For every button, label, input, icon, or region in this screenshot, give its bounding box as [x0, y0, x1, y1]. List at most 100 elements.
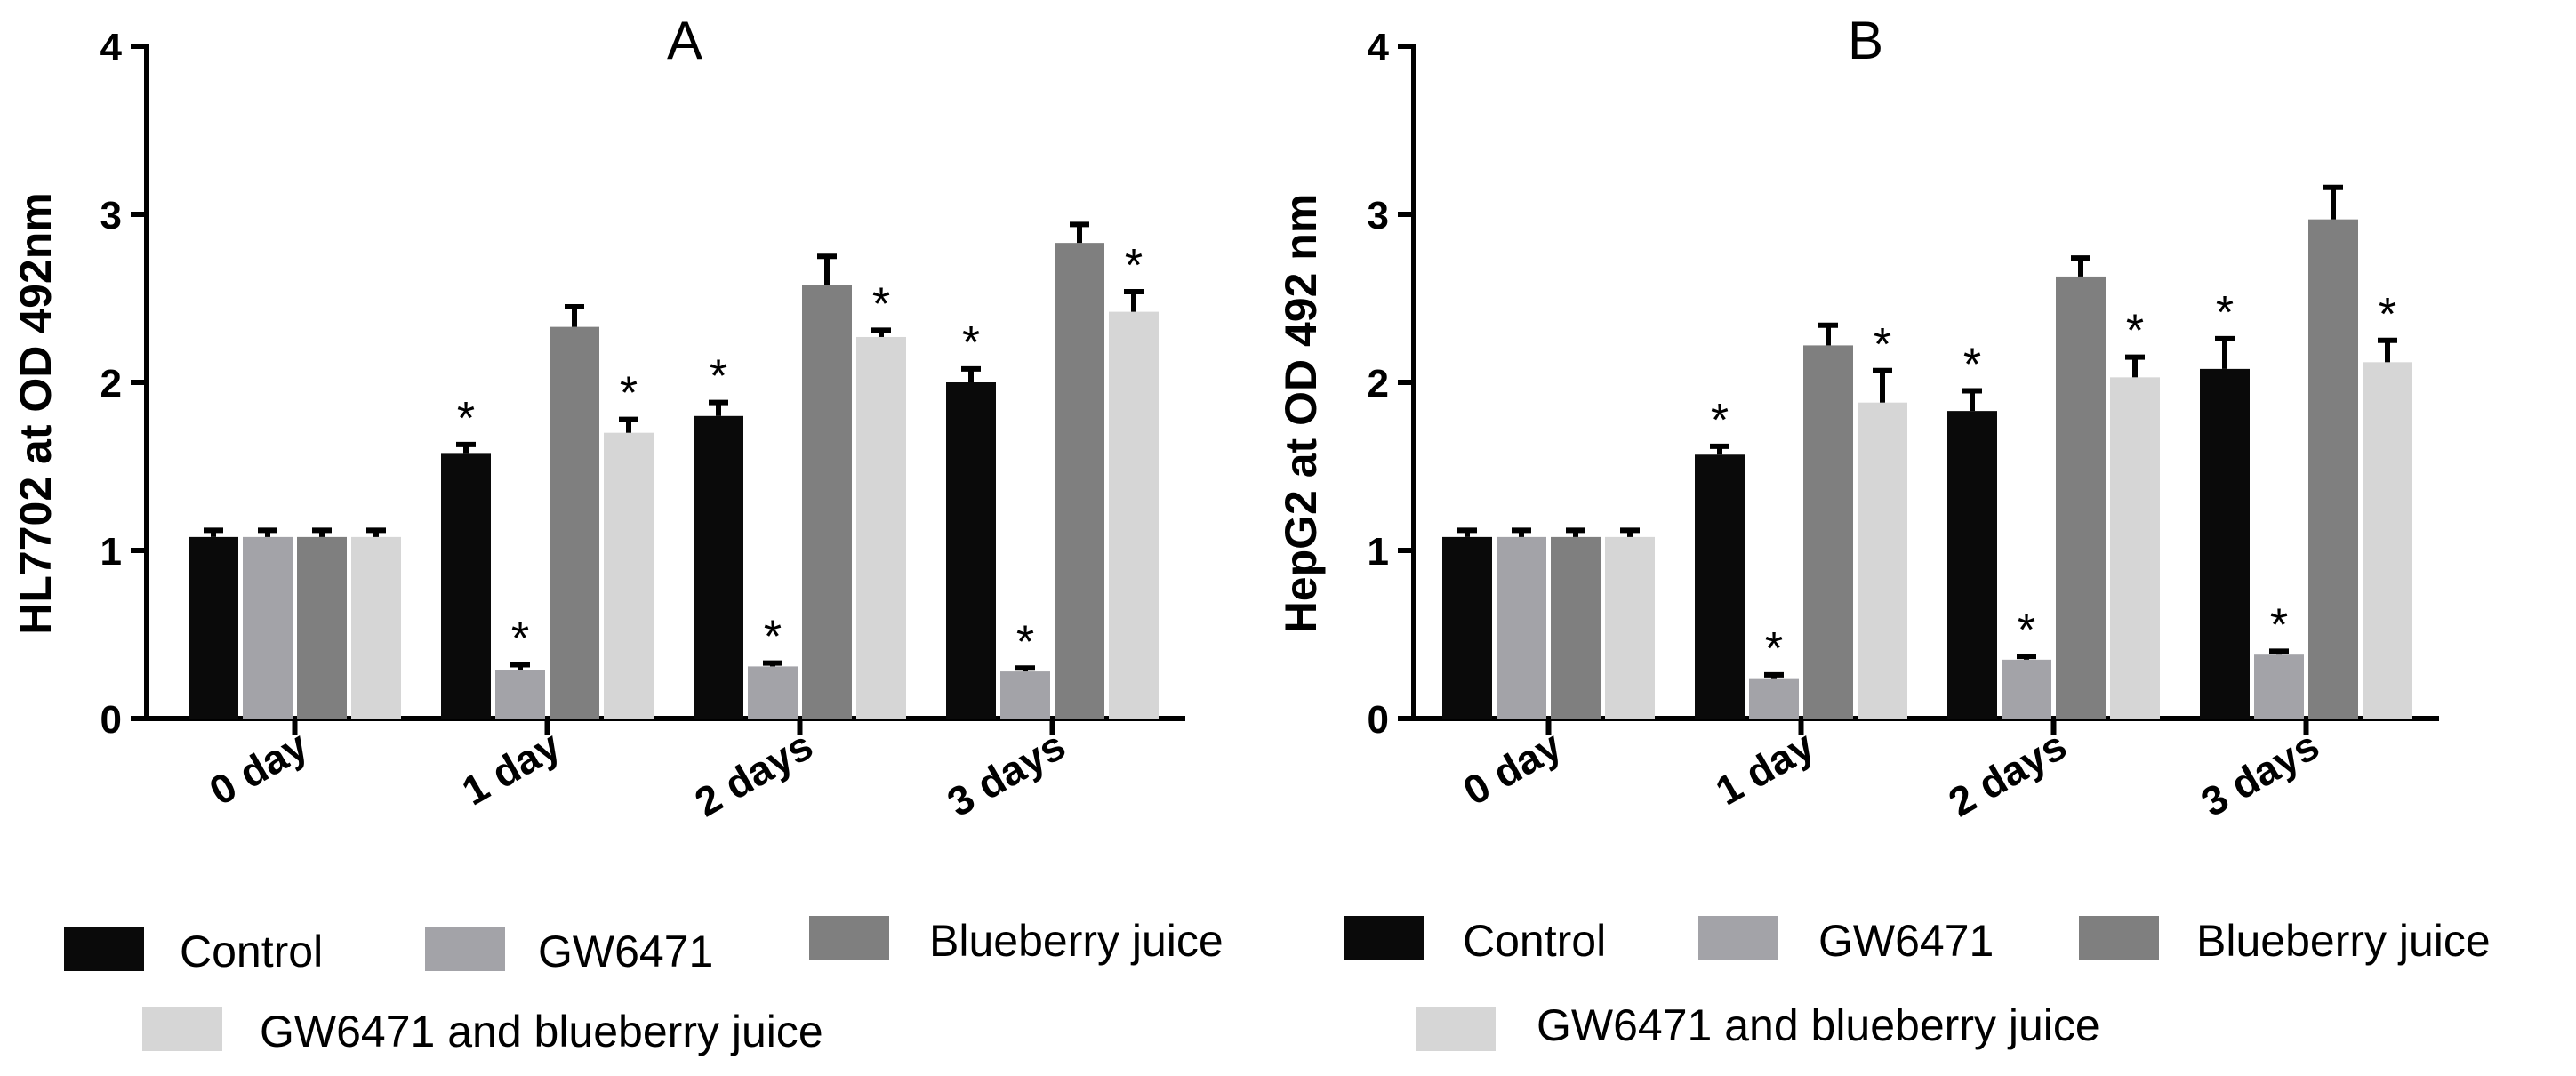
panel-a-bar-control-0-day [189, 536, 238, 719]
panel-a-y-tick-label: 4 [100, 26, 123, 69]
legend-b-item-blueberry-juice: Blueberry juice [2079, 916, 2491, 966]
legend-b-swatch-blueberry-juice [2079, 916, 2159, 960]
panel-a-bar-control-1-day [441, 453, 491, 719]
legend-a-label-gw6471-and-blueberry-juice: GW6471 and blueberry juice [260, 1007, 823, 1056]
panel-a-significance-marker-gw6471-1-day: * [511, 614, 529, 665]
legend-a-swatch-control [64, 927, 144, 971]
panel-b-x-tick-label-2-days: 2 days [1940, 722, 2074, 826]
panel-a-bar-blueberry-juice-1-day [550, 326, 599, 719]
panel-b-bar-control-3-days [2200, 368, 2250, 719]
panel-b-bar-blueberry-juice-3-days [2308, 219, 2358, 719]
panel-a-bar-control-3-days [946, 382, 996, 719]
panel-a-significance-marker-gw6471-and-blueberry-juice-2-days: * [872, 278, 890, 330]
panel-b-significance-marker-control-1-day: * [1711, 395, 1729, 446]
panel-a-x-tick-label-0-day: 0 day [202, 721, 316, 814]
panel-a-bar-blueberry-juice-3-days [1055, 243, 1104, 719]
panel-a-bar-blueberry-juice-2-days [802, 285, 852, 719]
panel-a-y-tick-label: 2 [100, 362, 122, 406]
panel-b-x-tick-label-0-day: 0 day [1456, 721, 1569, 814]
legend-b-item-gw6471-and-blueberry-juice: GW6471 and blueberry juice [1416, 1000, 2100, 1051]
panel-b-bar-gw6471-and-blueberry-juice-2-days [2110, 377, 2160, 719]
panel-b-title: B [1848, 11, 1883, 70]
panel-b-significance-marker-gw6471-1-day: * [1765, 623, 1783, 675]
legend-a: Control GW6471 Blueberry juice GW6471 an… [64, 916, 1224, 1056]
legend-b-label-gw6471-and-blueberry-juice: GW6471 and blueberry juice [1537, 1000, 2100, 1050]
panel-a-significance-marker-control-2-days: * [710, 351, 727, 403]
legend-b-swatch-gw6471-and-blueberry-juice [1416, 1007, 1496, 1051]
panel-a-bar-control-2-days [694, 415, 743, 719]
legend-b-item-control: Control [1344, 916, 1606, 966]
panel-b-bar-control-2-days [1947, 411, 1997, 719]
panel-a-bar-gw6471-and-blueberry-juice-1-day [604, 432, 654, 719]
panel-b-bar-blueberry-juice-0-day [1551, 536, 1601, 719]
panel-b-significance-marker-gw6471-and-blueberry-juice-1-day: * [1874, 319, 1891, 371]
legend-b-label-blueberry-juice: Blueberry juice [2196, 916, 2491, 966]
panel-a: A HL7702 at OD 492nm 0 1 2 3 4 0 day 1 day * * * 2… [11, 11, 1185, 825]
panel-b-y-axis-label: HepG2 at OD 492 nm [1276, 194, 1326, 634]
panel-b-y-tick-label: 3 [1368, 194, 1389, 237]
panel-b-bar-gw6471-2-days [2002, 659, 2051, 719]
panel-b-significance-marker-gw6471-2-days: * [2018, 605, 2035, 656]
panel-b-significance-marker-control-2-days: * [1963, 339, 1981, 390]
panel-a-bar-gw6471-and-blueberry-juice-0-day [351, 536, 401, 719]
panel-b-significance-marker-gw6471-and-blueberry-juice-2-days: * [2126, 306, 2144, 357]
panel-b-bar-gw6471-3-days [2254, 654, 2304, 719]
panel-b-bar-gw6471-0-day [1497, 536, 1546, 719]
panel-a-significance-marker-gw6471-and-blueberry-juice-1-day: * [620, 368, 638, 420]
panel-a-title: A [667, 11, 702, 70]
panel-a-bar-blueberry-juice-0-day [297, 536, 347, 719]
panel-b-significance-marker-gw6471-and-blueberry-juice-3-days: * [2379, 289, 2396, 341]
panel-b-plot-area: 0 1 2 3 4 0 day 1 day * * * 2 days * * * 3 days * * * [1368, 26, 2439, 825]
panel-b-y-tick-label: 4 [1368, 26, 1390, 69]
legend-a-item-control: Control [64, 927, 323, 976]
legend-a-item-gw6471-and-blueberry-juice: GW6471 and blueberry juice [142, 1007, 823, 1056]
legend-b-label-control: Control [1463, 916, 1606, 966]
panel-a-significance-marker-control-1-day: * [457, 393, 475, 445]
legend-b-swatch-gw6471 [1698, 916, 1778, 960]
legend-a-label-control: Control [180, 927, 323, 976]
panel-b-bar-control-1-day [1695, 454, 1745, 719]
panel-a-x-tick-label-1-day: 1 day [454, 721, 568, 814]
panel-b-significance-marker-gw6471-3-days: * [2270, 599, 2288, 651]
panel-b-x-tick-label-1-day: 1 day [1708, 721, 1822, 814]
panel-a-y-axis-label: HL7702 at OD 492nm [11, 192, 60, 634]
panel-b-bar-gw6471-1-day [1749, 678, 1799, 719]
legend-b-swatch-control [1344, 916, 1424, 960]
legend-b-item-gw6471: GW6471 [1698, 916, 1994, 966]
panel-a-y-tick-label: 0 [100, 698, 122, 742]
legend-a-item-gw6471: GW6471 [425, 927, 713, 976]
legend-a-label-blueberry-juice: Blueberry juice [929, 916, 1224, 966]
legend-a-item-blueberry-juice: Blueberry juice [809, 916, 1224, 966]
panel-b-bar-gw6471-and-blueberry-juice-0-day [1605, 536, 1655, 719]
panel-b-bar-control-0-day [1442, 536, 1492, 719]
panel-b-bar-gw6471-and-blueberry-juice-1-day [1858, 402, 1907, 719]
panel-a-bar-gw6471-3-days [1000, 671, 1050, 719]
legend-a-swatch-blueberry-juice [809, 916, 889, 960]
legend-b: Control GW6471 Blueberry juice GW6471 an… [1344, 916, 2491, 1051]
legend-a-swatch-gw6471-and-blueberry-juice [142, 1007, 222, 1051]
panel-a-significance-marker-gw6471-3-days: * [1016, 616, 1034, 668]
panel-a-x-tick-label-3-days: 3 days [939, 722, 1072, 826]
panel-b-significance-marker-control-3-days: * [2216, 287, 2234, 339]
panel-b-bar-blueberry-juice-1-day [1803, 345, 1853, 719]
panel-a-significance-marker-gw6471-and-blueberry-juice-3-days: * [1125, 240, 1143, 292]
panel-a-bar-gw6471-1-day [495, 670, 545, 719]
panel-b-bar-blueberry-juice-2-days [2056, 276, 2106, 719]
panel-a-significance-marker-gw6471-2-days: * [764, 612, 782, 663]
panel-b-x-tick-label-3-days: 3 days [2193, 722, 2326, 826]
legend-a-swatch-gw6471 [425, 927, 505, 971]
panel-a-y-tick-label: 3 [100, 194, 122, 237]
panel-b-y-tick-label: 0 [1368, 698, 1389, 742]
panel-a-y-tick-label: 1 [100, 530, 122, 574]
legend-b-label-gw6471: GW6471 [1818, 916, 1994, 966]
legend-a-label-gw6471: GW6471 [538, 927, 713, 976]
panel-b: B HepG2 at OD 492 nm 0 1 2 3 4 0 day 1 day * * * 2… [1276, 11, 2439, 825]
panel-a-plot-area: 0 1 2 3 4 0 day 1 day * * * 2 days * * * 3 days * * * [100, 26, 1185, 825]
panel-b-y-tick-label: 2 [1368, 362, 1389, 406]
panel-b-bar-gw6471-and-blueberry-juice-3-days [2363, 362, 2412, 719]
panel-a-significance-marker-control-3-days: * [962, 317, 980, 369]
panel-a-bar-gw6471-and-blueberry-juice-2-days [856, 336, 906, 719]
panel-a-bar-gw6471-and-blueberry-juice-3-days [1109, 311, 1159, 719]
panel-a-x-tick-label-2-days: 2 days [686, 722, 820, 826]
